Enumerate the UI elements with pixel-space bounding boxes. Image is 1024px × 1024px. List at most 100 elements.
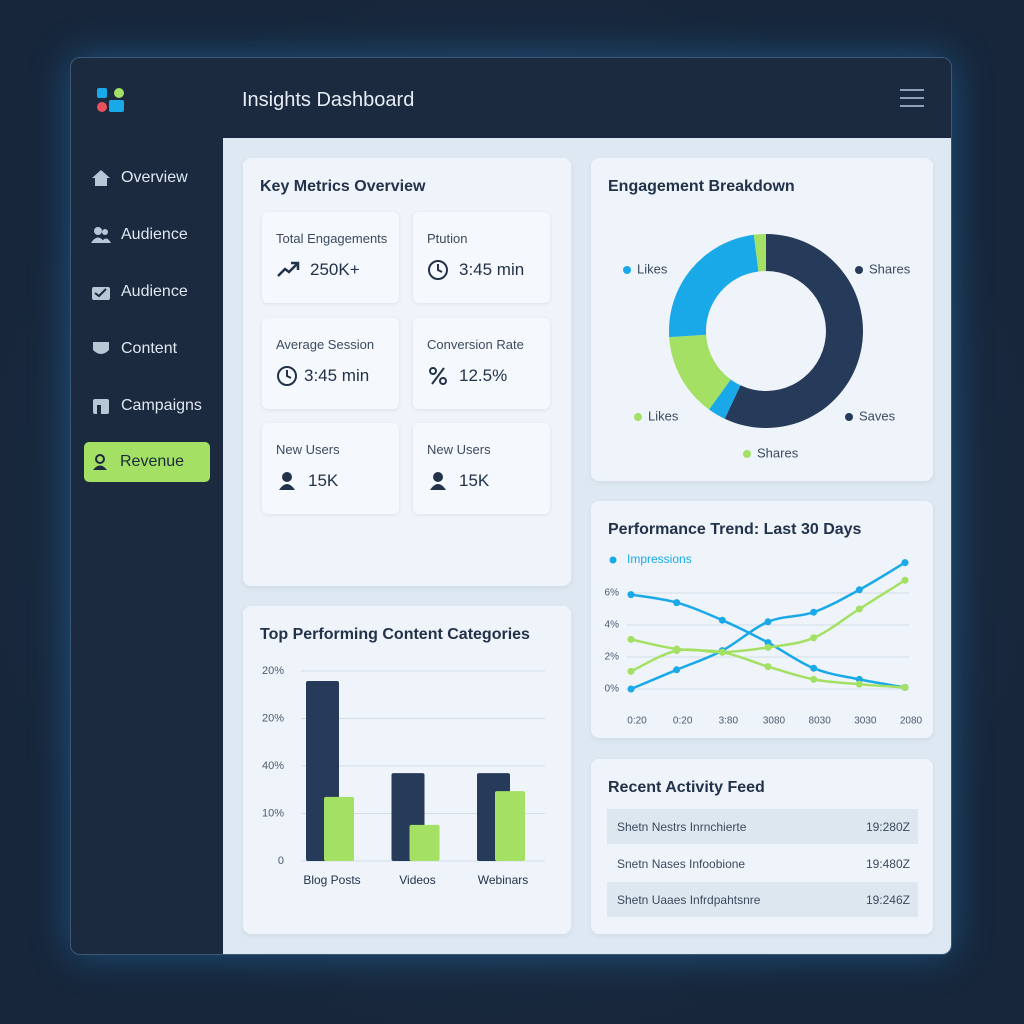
line-point [673,599,681,607]
line-point [901,559,909,567]
legend-marker [855,266,863,274]
metric-label: New Users [276,442,340,457]
activity-row: Shetn Uaaes Infrdpahtsnre 19:246Z [607,882,918,917]
content-area: Key Metrics Overview Total Engagements 25… [223,138,951,954]
nav-item[interactable]: Revenue [84,442,210,482]
line-point [764,643,772,651]
line-series [630,579,906,673]
y-tick-label: 10% [262,807,284,819]
donut-segment [753,234,766,272]
nav-item[interactable]: Overview [85,158,211,198]
metric-label: Average Session [276,337,375,352]
nav-label: Audience [121,226,188,243]
donut-segment [669,334,731,410]
legend-marker [623,266,631,274]
activity-card: Recent Activity Feed Shetn Nestrs Inrnch… [591,759,933,934]
x-tick-label: Webinars [478,873,528,887]
activity-row: Shetn Nestrs Inrnchierte 19:280Z [607,809,918,844]
line-point [627,591,635,599]
donut-chart: Likes Shares Likes Saves Shares [623,234,911,460]
activity-text: Snetn Nases Infoobione [617,857,746,871]
bar [324,796,354,861]
line-point [627,667,635,675]
metric-value: 3:45 min [304,366,370,385]
line-point [627,685,635,693]
nav-item[interactable]: Audience [85,272,211,312]
metric-card: Total Engagements 250K+ [262,212,399,303]
x-tick-label: 0:20 [673,716,693,727]
bar [495,791,525,861]
legend-label: Impressions [627,552,692,566]
y-tick-label: 2% [605,652,620,663]
metric-card: New Users 15K [413,423,550,514]
nav-label: Content [121,340,178,357]
x-tick-label: 2080 [900,716,923,727]
donut-segment [669,234,759,338]
y-tick-label: 4% [605,620,620,631]
line-point [627,635,635,643]
line-point [855,605,863,613]
line-point [764,663,772,671]
metric-label: Conversion Rate [427,337,524,352]
nav-label: Campaigns [121,397,202,414]
metric-value: 15K [308,471,339,490]
line-point [673,645,681,653]
line-point [810,634,818,642]
legend-marker [609,556,617,564]
activity-time: 19:280Z [865,820,910,834]
y-tick-label: 40% [262,760,284,772]
header-title: Insights Dashboard [242,89,415,111]
line-point [718,616,726,624]
metric-card: Average Session 3:45 min [262,318,399,409]
metric-value: 250K+ [310,260,360,279]
line-point [810,675,818,683]
metric-value: 12.5% [459,366,508,385]
x-tick-label: 3:80 [719,716,739,727]
legend-label: Saves [859,408,896,423]
nav-label: Overview [121,169,188,186]
legend-label: Likes [637,261,668,276]
bar [409,824,440,861]
x-tick-label: Blog Posts [303,873,360,887]
metric-card: Ptution 3:45 min [413,212,550,303]
card-title: Key Metrics Overview [260,178,426,195]
metric-label: Ptution [427,231,468,246]
nav-label: Revenue [120,453,185,470]
line-point [901,683,909,691]
content-card: Top Performing Content Categories 0 10% 40… [243,606,571,934]
line-point [764,639,772,647]
x-tick-label: 0:20 [627,716,647,727]
x-tick-label: 3080 [763,716,786,727]
metric-value: 3:45 min [459,260,525,279]
legend-marker [743,450,751,458]
activity-time: 19:246Z [865,893,910,907]
y-tick-label: 6% [605,588,620,599]
legend-marker [845,413,853,421]
line-point [764,618,772,626]
logo [97,88,124,112]
card-title: Performance Trend: Last 30 Days [608,521,862,538]
menu-button[interactable] [900,88,924,108]
legend-label: Likes [648,408,679,423]
line-point [673,666,681,674]
activity-text: Shetn Uaaes Infrdpahtsnre [617,893,761,907]
metric-card: New Users 15K [262,423,399,514]
activity-text: Shetn Nestrs Inrnchierte [617,820,747,834]
y-tick-label: 20% [262,712,284,724]
legend-marker [634,413,642,421]
performance-card: Performance Trend: Last 30 Days 0% 2% 4% 6%… [591,501,933,738]
card-title: Engagement Breakdown [608,178,795,195]
line-point [810,608,818,616]
metric-label: Total Engagements [276,231,388,246]
engagement-card: Engagement Breakdown Likes Shares Likes Sav… [591,158,933,481]
line-point [901,576,909,584]
nav-item[interactable]: Content [85,329,211,369]
nav-item[interactable]: Campaigns [85,386,211,426]
card-title: Recent Activity Feed [608,779,765,796]
line-point [718,648,726,656]
nav-item[interactable]: Audience [85,215,211,255]
y-tick-label: 0 [278,855,284,867]
x-tick-label: 8030 [809,716,832,727]
metric-card: Conversion Rate 12.5% [413,318,550,409]
